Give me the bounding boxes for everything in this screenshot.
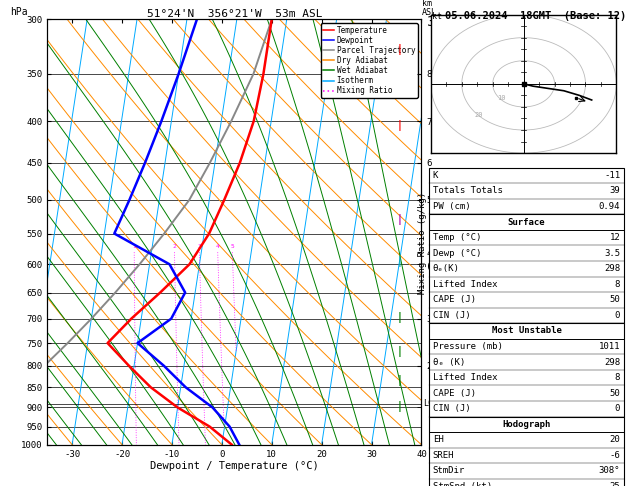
Legend: Temperature, Dewpoint, Parcel Trajectory, Dry Adiabat, Wet Adiabat, Isotherm, Mi: Temperature, Dewpoint, Parcel Trajectory… [321,23,418,98]
Text: 3: 3 [198,244,201,249]
Text: 5: 5 [230,244,234,249]
Text: Lifted Index: Lifted Index [433,373,498,382]
Text: 4: 4 [216,244,220,249]
Text: 0: 0 [615,404,620,413]
Text: 0: 0 [615,311,620,320]
Text: -6: -6 [610,451,620,460]
Text: θₑ(K): θₑ(K) [433,264,460,273]
Text: StmDir: StmDir [433,467,465,475]
Text: 1011: 1011 [599,342,620,351]
Text: 3.5: 3.5 [604,249,620,258]
Text: |: | [396,256,403,267]
Text: 20: 20 [475,112,483,118]
Text: |: | [396,375,403,386]
Text: |: | [396,44,403,55]
Text: 50: 50 [610,389,620,398]
X-axis label: Dewpoint / Temperature (°C): Dewpoint / Temperature (°C) [150,461,319,471]
Text: Totals Totals: Totals Totals [433,187,503,195]
Text: Dewp (°C): Dewp (°C) [433,249,481,258]
Text: 50: 50 [610,295,620,304]
Text: EH: EH [433,435,443,444]
Text: CAPE (J): CAPE (J) [433,295,476,304]
Text: Pressure (mb): Pressure (mb) [433,342,503,351]
Text: StmSpd (kt): StmSpd (kt) [433,482,492,486]
Text: 25: 25 [610,482,620,486]
Text: CAPE (J): CAPE (J) [433,389,476,398]
Text: CIN (J): CIN (J) [433,404,470,413]
Text: hPa: hPa [10,7,28,17]
Text: 20: 20 [610,435,620,444]
Text: km
ASL: km ASL [422,0,437,17]
Text: Lifted Index: Lifted Index [433,280,498,289]
Title: 51°24'N  356°21'W  53m ASL: 51°24'N 356°21'W 53m ASL [147,9,322,19]
Text: 1: 1 [132,244,136,249]
Text: SREH: SREH [433,451,454,460]
Text: |: | [396,120,403,131]
Text: Temp (°C): Temp (°C) [433,233,481,242]
Text: -11: -11 [604,171,620,180]
Text: PW (cm): PW (cm) [433,202,470,211]
Text: 298: 298 [604,358,620,366]
Text: 308°: 308° [599,467,620,475]
Text: θₑ (K): θₑ (K) [433,358,465,366]
Text: |: | [396,214,403,225]
Text: 12: 12 [610,233,620,242]
Text: 10: 10 [497,95,506,102]
Text: |: | [396,401,403,412]
Text: LCL: LCL [423,399,438,408]
Text: 39: 39 [610,187,620,195]
Text: 8: 8 [615,280,620,289]
Text: Mixing Ratio (g/kg): Mixing Ratio (g/kg) [418,192,427,294]
Text: 8: 8 [615,373,620,382]
Text: |: | [396,346,403,357]
Text: CIN (J): CIN (J) [433,311,470,320]
Text: 05.06.2024  18GMT  (Base: 12): 05.06.2024 18GMT (Base: 12) [445,11,626,21]
Text: K: K [433,171,438,180]
Text: 2: 2 [172,244,176,249]
Text: Hodograph: Hodograph [503,420,550,429]
Text: Most Unstable: Most Unstable [491,327,562,335]
Text: kt: kt [432,12,442,21]
Text: © weatheronline.co.uk: © weatheronline.co.uk [474,471,579,480]
Text: 0.94: 0.94 [599,202,620,211]
Text: 298: 298 [604,264,620,273]
Text: |: | [396,312,403,323]
Text: Surface: Surface [508,218,545,226]
